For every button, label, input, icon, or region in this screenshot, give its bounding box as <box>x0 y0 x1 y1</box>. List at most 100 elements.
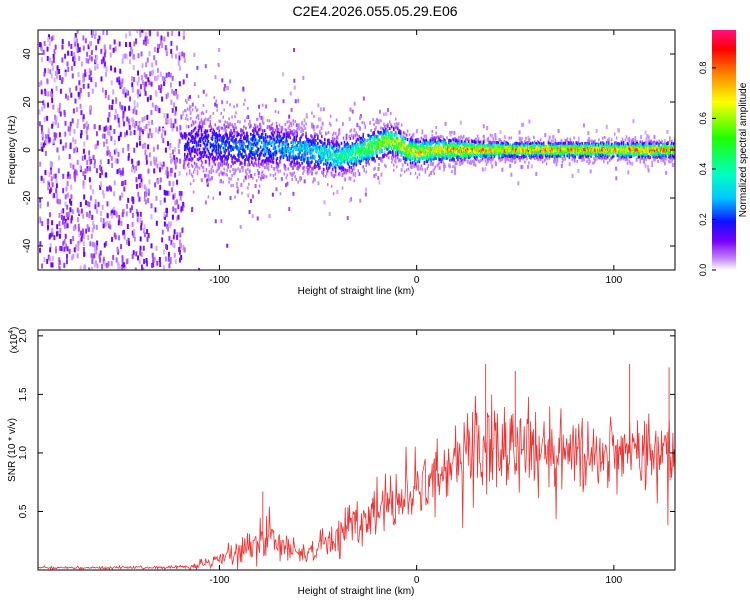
spectrogram-noise-cell <box>157 31 159 36</box>
spectrogram-signal-cell <box>404 170 406 173</box>
spectrogram-noise-cell <box>144 36 146 41</box>
spectrogram-noise-cell <box>118 235 120 240</box>
spectrogram-noise-cell <box>173 123 175 128</box>
spectrogram-noise-cell <box>486 126 488 130</box>
spectrogram-noise-cell <box>115 158 117 163</box>
spectrogram-signal-cell <box>488 137 490 140</box>
spectrogram-noise-cell <box>136 28 138 33</box>
spectrogram-noise-cell <box>128 241 130 246</box>
spectrogram-signal-cell <box>438 162 440 165</box>
spectrogram-noise-cell <box>201 178 203 182</box>
spectrogram-noise-cell <box>272 193 274 197</box>
spectrogram-signal-cell <box>306 146 308 149</box>
spectrogram-signal-cell <box>243 132 245 135</box>
spectrogram-noise-cell <box>354 102 356 106</box>
spectrogram-noise-cell <box>161 133 163 138</box>
spectrogram-noise-cell <box>89 241 91 246</box>
spectrogram-signal-cell <box>216 127 218 130</box>
spectrogram-signal-cell <box>308 170 310 173</box>
spectrogram-noise-cell <box>127 146 129 151</box>
spectrogram-noise-cell <box>121 193 123 198</box>
spectrogram-noise-cell <box>139 89 141 94</box>
spectrogram-signal-cell <box>375 126 377 129</box>
spectrogram-signal-cell <box>189 108 191 111</box>
spectrogram-noise-cell <box>74 42 76 47</box>
spectrogram-signal-cell <box>198 114 200 117</box>
spectrogram-noise-cell <box>111 80 113 85</box>
spectrogram-noise-cell <box>159 185 161 190</box>
spectrogram-signal-cell <box>286 121 288 124</box>
spectrogram-noise-cell <box>71 66 73 71</box>
spectrogram-signal-cell <box>364 124 366 127</box>
spectrogram-signal-cell <box>328 158 330 161</box>
spectrogram-noise-cell <box>96 245 98 250</box>
spectrogram-signal-cell <box>351 161 353 164</box>
spectrogram-noise-cell <box>90 70 92 75</box>
spectrogram-signal-cell <box>420 140 422 143</box>
spectrogram-signal-cell <box>275 110 277 113</box>
spectrogram-signal-cell <box>315 139 317 142</box>
spectrogram-signal-cell <box>335 170 337 173</box>
spectrogram-noise-cell <box>104 45 106 50</box>
spectrogram-signal-cell <box>402 151 404 154</box>
spectrogram-signal-cell <box>272 141 274 144</box>
spectrogram-noise-cell <box>60 89 62 94</box>
spectrogram-signal-cell <box>509 159 511 162</box>
spectrogram-noise-cell <box>143 246 145 251</box>
spectrogram-noise-cell <box>139 218 141 223</box>
spectrogram-signal-cell <box>235 138 237 141</box>
spectrogram-signal-cell <box>231 132 233 135</box>
spectrogram-noise-cell <box>224 84 226 88</box>
spectrogram-noise-cell <box>145 62 147 67</box>
spectrogram-signal-cell <box>244 161 246 164</box>
spectrogram-noise-cell <box>302 76 304 80</box>
spectrogram-signal-cell <box>410 172 412 175</box>
spectrogram-signal-cell <box>357 138 359 141</box>
spectrogram-noise-cell <box>111 237 113 242</box>
spectrogram-noise-cell <box>528 120 530 124</box>
spectrogram-noise-cell <box>169 181 171 186</box>
spectrogram-noise-cell <box>174 229 176 234</box>
spectrogram-signal-cell <box>347 159 349 162</box>
spectrogram-noise-cell <box>159 167 161 172</box>
spectrogram-signal-cell <box>207 143 209 146</box>
spectrogram-noise-cell <box>49 58 51 63</box>
spectrogram-signal-cell <box>195 148 197 151</box>
spectrogram-noise-cell <box>106 186 108 191</box>
spectrogram-signal-cell <box>440 160 442 163</box>
spectrogram-noise-cell <box>128 156 130 161</box>
spectrogram-noise-cell <box>94 247 96 252</box>
spectrogram-noise-cell <box>62 146 64 151</box>
spectrogram-noise-cell <box>118 152 120 157</box>
spectrogram-noise-cell <box>72 164 74 169</box>
spectrogram-noise-cell <box>100 182 102 187</box>
spectrogram-noise-cell <box>135 38 137 43</box>
spectrogram-noise-cell <box>69 174 71 179</box>
spectrogram-signal-cell <box>412 165 414 168</box>
spectrogram-noise-cell <box>363 97 365 101</box>
spectrogram-noise-cell <box>109 224 111 229</box>
spectrogram-signal-cell <box>246 116 248 119</box>
spectrogram-noise-cell <box>91 50 93 55</box>
spectrogram-signal-cell <box>265 153 267 156</box>
spectrogram-noise-cell <box>155 246 157 251</box>
spectrogram-signal-cell <box>261 141 263 144</box>
spectrogram-noise-cell <box>86 121 88 126</box>
spectrogram-signal-cell <box>369 156 371 159</box>
spectrogram-noise-cell <box>165 191 167 196</box>
spectrogram-noise-cell <box>168 236 170 241</box>
spectrogram-noise-cell <box>140 237 142 242</box>
spectrogram-noise-cell <box>52 105 54 110</box>
spectrogram-signal-cell <box>208 195 210 198</box>
spectrogram-signal-cell <box>371 137 373 140</box>
spectrogram-noise-cell <box>166 73 168 78</box>
spectrogram-noise-cell <box>105 72 107 77</box>
spectrogram-noise-cell <box>174 253 176 258</box>
spectrogram-signal-cell <box>199 167 201 170</box>
spectrogram-signal-cell <box>193 171 195 174</box>
spectrogram-signal-cell <box>365 171 367 174</box>
spectrogram-noise-cell <box>83 142 85 147</box>
spectrogram-signal-cell <box>344 160 346 163</box>
spectrogram-signal-cell <box>272 127 274 130</box>
spectrogram-noise-cell <box>159 126 161 131</box>
